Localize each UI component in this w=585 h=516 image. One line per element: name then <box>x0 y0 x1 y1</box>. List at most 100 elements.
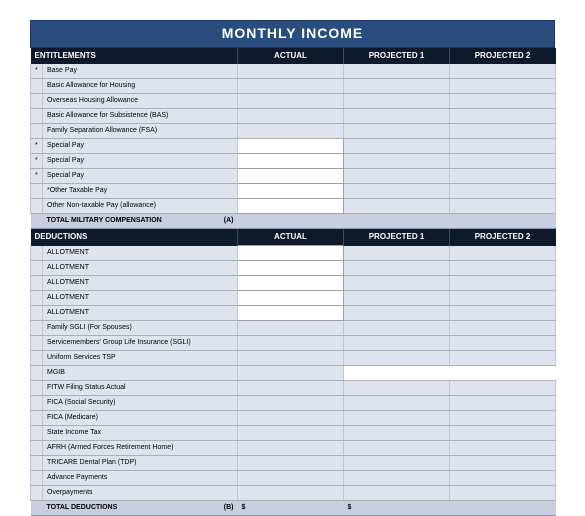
cell-actual[interactable] <box>238 246 344 261</box>
row-mark <box>31 380 43 395</box>
row-mark <box>31 335 43 350</box>
row-mark <box>31 260 43 275</box>
cell-proj2 <box>450 350 556 365</box>
cell-proj1 <box>344 440 450 455</box>
row-mark: * <box>31 154 43 169</box>
cell-actual[interactable] <box>238 199 344 214</box>
cell-proj2 <box>450 275 556 290</box>
cell-actual <box>238 94 344 109</box>
row-label: MGIB <box>43 365 238 380</box>
row-label: Basic Allowance for Subsistence (BAS) <box>43 109 238 124</box>
cell-proj2 <box>450 154 556 169</box>
cell-proj1 <box>344 94 450 109</box>
cell-actual <box>238 320 344 335</box>
cell-actual[interactable] <box>238 290 344 305</box>
table-row: Other Non-taxable Pay (allowance) <box>31 199 556 214</box>
cell-proj2 <box>450 260 556 275</box>
cell-actual[interactable] <box>238 169 344 184</box>
table-row: Basic Allowance for Housing <box>31 79 556 94</box>
cell-proj1 <box>344 350 450 365</box>
cell-proj1 <box>344 395 450 410</box>
cell-proj1 <box>344 124 450 139</box>
cell-proj2 <box>450 64 556 79</box>
row-label: Uniform Services TSP <box>43 350 238 365</box>
total-actual <box>238 214 344 229</box>
cell-actual[interactable] <box>238 139 344 154</box>
cell-proj1 <box>344 154 450 169</box>
cell-actual <box>238 335 344 350</box>
row-label: ALLOTMENT <box>43 246 238 261</box>
total-label: TOTAL DEDUCTIONS(B) <box>43 500 238 515</box>
cell-proj2 <box>450 425 556 440</box>
row-label: Special Pay <box>43 169 238 184</box>
cell-proj2 <box>450 124 556 139</box>
cell-proj1 <box>344 109 450 124</box>
cell-proj2 <box>450 199 556 214</box>
cell-actual <box>238 485 344 500</box>
table-row: *Special Pay <box>31 154 556 169</box>
cell-actual[interactable] <box>238 184 344 199</box>
row-mark <box>31 305 43 320</box>
total-row: TOTAL DEDUCTIONS(B)$$ <box>31 500 556 515</box>
section-label: DEDUCTIONS <box>31 229 238 246</box>
row-mark <box>31 246 43 261</box>
row-mark: * <box>31 139 43 154</box>
row-label: State Income Tax <box>43 425 238 440</box>
row-label: ALLOTMENT <box>43 305 238 320</box>
cell-proj1 <box>344 290 450 305</box>
row-label: FICA (Social Security) <box>43 395 238 410</box>
row-mark <box>31 94 43 109</box>
section-header: DEDUCTIONSACTUALPROJECTED 1PROJECTED 2 <box>31 229 556 246</box>
cell-proj2 <box>450 79 556 94</box>
table-row: Overseas Housing Allowance <box>31 94 556 109</box>
table-row: Uniform Services TSP <box>31 350 556 365</box>
cell-proj2 <box>450 184 556 199</box>
cell-proj1 <box>344 410 450 425</box>
cell-proj1 <box>344 305 450 320</box>
total-proj2 <box>450 214 556 229</box>
table-row: Basic Allowance for Subsistence (BAS) <box>31 109 556 124</box>
table-row: FICA (Social Security) <box>31 395 556 410</box>
row-label: Base Pay <box>43 64 238 79</box>
table-row: Family Separation Allowance (FSA) <box>31 124 556 139</box>
cell-proj1 <box>344 246 450 261</box>
table-row: AFRH (Armed Forces Retirement Home) <box>31 440 556 455</box>
total-row: TOTAL MILITARY COMPENSATION(A) <box>31 214 556 229</box>
income-table: ENTITLEMENTSACTUALPROJECTED 1PROJECTED 2… <box>30 48 556 516</box>
cell-proj2 <box>450 109 556 124</box>
table-row: FICA (Medicare) <box>31 410 556 425</box>
table-row: Servicemembers' Group Life Insurance (SG… <box>31 335 556 350</box>
cell-actual[interactable] <box>238 275 344 290</box>
total-proj2 <box>450 500 556 515</box>
cell-proj1 <box>344 275 450 290</box>
row-label: Advance Payments <box>43 470 238 485</box>
table-row: Family SGLI (For Spouses) <box>31 320 556 335</box>
cell-proj2 <box>450 380 556 395</box>
row-label: Servicemembers' Group Life Insurance (SG… <box>43 335 238 350</box>
row-mark <box>31 109 43 124</box>
row-label: Family Separation Allowance (FSA) <box>43 124 238 139</box>
cell-proj2 <box>450 94 556 109</box>
cell-actual[interactable] <box>238 260 344 275</box>
cell-actual <box>238 470 344 485</box>
cell-actual <box>238 64 344 79</box>
row-mark <box>31 350 43 365</box>
row-mark <box>31 410 43 425</box>
cell-proj1 <box>344 335 450 350</box>
row-label: Family SGLI (For Spouses) <box>43 320 238 335</box>
row-mark <box>31 470 43 485</box>
row-label: *Other Taxable Pay <box>43 184 238 199</box>
row-label: ALLOTMENT <box>43 275 238 290</box>
cell-actual <box>238 425 344 440</box>
total-proj1 <box>344 214 450 229</box>
table-row: *Base Pay <box>31 64 556 79</box>
cell-actual <box>238 440 344 455</box>
row-mark <box>31 275 43 290</box>
cell-proj2 <box>450 440 556 455</box>
col-proj2: PROJECTED 2 <box>450 48 556 64</box>
cell-actual[interactable] <box>238 154 344 169</box>
cell-proj2 <box>450 365 556 380</box>
cell-proj1 <box>344 485 450 500</box>
cell-actual <box>238 455 344 470</box>
cell-actual[interactable] <box>238 305 344 320</box>
